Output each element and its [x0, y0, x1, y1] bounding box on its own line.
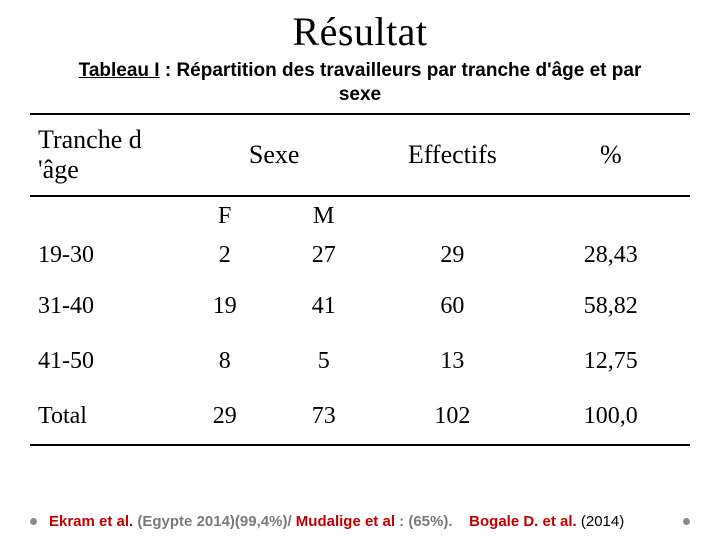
- footnote-left: Ekram et al. (Egypte 2014)(99,4%)/ Mudal…: [30, 513, 624, 530]
- cell-eff: 60: [373, 279, 531, 334]
- header-sexe: Sexe: [175, 114, 373, 196]
- table-header-row: Tranche d 'âge Sexe Effectifs %: [30, 114, 690, 196]
- footnote-detail-3: (2014): [581, 513, 624, 530]
- cell-f: 2: [175, 232, 274, 279]
- cell-f: 8: [175, 334, 274, 389]
- table-row: 31-40 19 41 60 58,82: [30, 279, 690, 334]
- cell-f: 19: [175, 279, 274, 334]
- caption-rest: : Répartition des travailleurs par tranc…: [160, 60, 642, 105]
- cell-m: 41: [274, 279, 373, 334]
- table-container: Tranche d 'âge Sexe Effectifs % F M 19-3…: [0, 113, 720, 446]
- cell-m: 73: [274, 389, 373, 445]
- cell-label: Total: [30, 389, 175, 445]
- cell-eff: 102: [373, 389, 531, 445]
- cell-pct: 12,75: [532, 334, 690, 389]
- bullet-icon: [30, 518, 37, 525]
- table-row: 41-50 8 5 13 12,75: [30, 334, 690, 389]
- cell-m: 27: [274, 232, 373, 279]
- table-caption: Tableau I : Répartition des travailleurs…: [0, 59, 720, 113]
- cell-pct: 28,43: [532, 232, 690, 279]
- cell-pct: 58,82: [532, 279, 690, 334]
- table-row: 19-30 2 27 29 28,43: [30, 232, 690, 279]
- cell-pct: 100,0: [532, 389, 690, 445]
- footnote-source-3: Bogale D. et al.: [469, 513, 577, 530]
- table-subheader-row: F M: [30, 196, 690, 232]
- subheader-f: F: [175, 196, 274, 232]
- subheader-m: M: [274, 196, 373, 232]
- cell-f: 29: [175, 389, 274, 445]
- header-effectifs: Effectifs: [373, 114, 531, 196]
- footnote-source-1: Ekram et al.: [49, 513, 133, 530]
- cell-label: 41-50: [30, 334, 175, 389]
- cell-m: 5: [274, 334, 373, 389]
- footnote-detail-1: (Egypte 2014)(99,4%)/: [137, 513, 291, 530]
- cell-eff: 29: [373, 232, 531, 279]
- footnote: Ekram et al. (Egypte 2014)(99,4%)/ Mudal…: [0, 513, 720, 530]
- header-tranche: Tranche d 'âge: [30, 114, 175, 196]
- cell-label: 31-40: [30, 279, 175, 334]
- cell-eff: 13: [373, 334, 531, 389]
- bullet-icon: [683, 518, 690, 525]
- page-title: Résultat: [0, 0, 720, 59]
- header-pct: %: [532, 114, 690, 196]
- footnote-right: [683, 518, 690, 525]
- caption-prefix: Tableau I: [79, 60, 160, 81]
- cell-label: 19-30: [30, 232, 175, 279]
- table-row: Total 29 73 102 100,0: [30, 389, 690, 445]
- data-table: Tranche d 'âge Sexe Effectifs % F M 19-3…: [30, 113, 690, 446]
- footnote-detail-2: : (65%).: [399, 513, 452, 530]
- footnote-source-2: Mudalige et al: [296, 513, 395, 530]
